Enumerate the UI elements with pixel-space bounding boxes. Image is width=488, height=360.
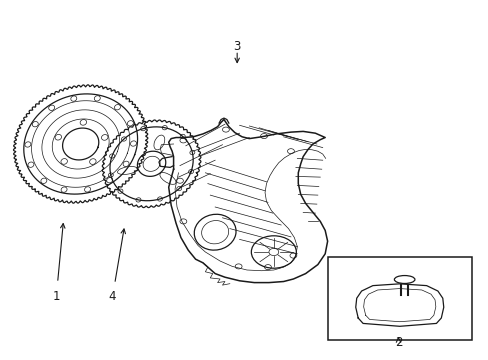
Bar <box>327 257 471 340</box>
Text: 3: 3 <box>233 40 241 53</box>
Text: 4: 4 <box>108 291 116 303</box>
Text: 2: 2 <box>394 336 402 349</box>
Text: 1: 1 <box>52 291 60 303</box>
